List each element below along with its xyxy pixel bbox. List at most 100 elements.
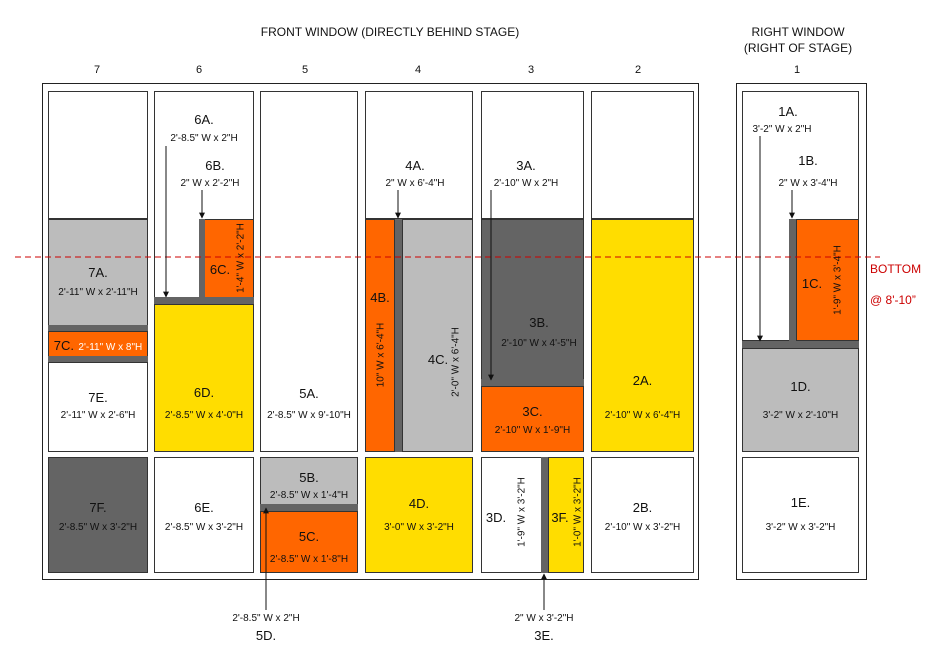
panel-6c-dim: 1'-4" W x 2'-2"H xyxy=(235,223,247,293)
column-number-6: 6 xyxy=(195,64,203,76)
panel-3d-dim: 1'-9" W x 3'-2"H xyxy=(516,477,528,547)
panel-3b xyxy=(481,219,584,380)
panel-7e-id: 7E. xyxy=(88,390,108,405)
panel-3e-dim: 2" W x 3'-2"H xyxy=(514,613,574,624)
panel-7c-label: 7C. 2'-11" W x 8"H xyxy=(48,337,148,355)
panel-5a xyxy=(260,91,358,452)
panel-3c-dim: 2'-10" W x 1'-9"H xyxy=(494,425,571,436)
panel-6c-id: 6C. xyxy=(209,262,231,277)
column-number-4: 4 xyxy=(414,64,422,76)
mullion-6b xyxy=(199,219,205,299)
panel-2-top-blank xyxy=(591,91,694,219)
right-window-frame xyxy=(736,83,867,580)
panel-1a-id: 1A. xyxy=(778,104,798,119)
panel-7f-dim: 2'-8.5" W x 3'-2"H xyxy=(58,522,138,533)
panel-7c-dim: 2'-11" W x 8"H xyxy=(78,342,143,353)
panel-7a-dim: 2'-11" W x 2'-11"H xyxy=(58,287,138,298)
panel-7a xyxy=(48,219,148,326)
panel-6a-id: 6A. xyxy=(194,112,214,127)
panel-6d-dim: 2'-8.5" W x 4'-0"H xyxy=(164,410,244,421)
mullion-7-lower xyxy=(48,356,148,362)
column-number-5: 5 xyxy=(301,64,309,76)
mullion-1a xyxy=(742,341,859,348)
panel-7a-id: 7A. xyxy=(88,265,108,280)
panel-6d xyxy=(154,304,254,452)
panel-4b-dim: 10" W x 6'-4"H xyxy=(375,322,387,388)
panel-5d-id: 5D. xyxy=(255,628,277,643)
panel-1c-dim: 1'-9" W x 3'-4"H xyxy=(832,245,844,315)
mullion-5d xyxy=(260,504,358,511)
front-window-title: FRONT WINDOW (DIRECTLY BEHIND STAGE) xyxy=(260,25,520,39)
panel-1d-id: 1D. xyxy=(790,379,811,394)
panel-4d-id: 4D. xyxy=(408,496,430,511)
panel-7f xyxy=(48,457,148,573)
panel-4c-dim: 2'-0" W x 6'-4"H xyxy=(450,327,462,397)
column-number-2: 2 xyxy=(634,64,642,76)
panel-7e xyxy=(48,362,148,452)
panel-2a-dim: 2'-10" W x 6'-4"H xyxy=(604,410,681,421)
panel-2a xyxy=(591,219,694,452)
panel-6d-id: 6D. xyxy=(193,385,215,400)
panel-1b-dim: 2" W x 3'-4"H xyxy=(778,178,838,189)
panel-7e-dim: 2'-11" W x 2'-6"H xyxy=(60,410,136,421)
bottom-height-label: @ 8'-10” xyxy=(870,293,916,307)
front-window-frame xyxy=(42,83,699,580)
panel-3c-id: 3C. xyxy=(522,404,543,419)
panel-2b-dim: 2'-10" W x 3'-2"H xyxy=(604,522,681,533)
panel-5c-dim: 2'-8.5" W x 1'-8"H xyxy=(269,554,349,565)
panel-1d xyxy=(742,348,859,452)
panel-2b-id: 2B. xyxy=(632,500,653,515)
panel-6e-dim: 2'-8.5" W x 3'-2"H xyxy=(164,522,244,533)
panel-5b xyxy=(260,457,358,505)
panel-1e xyxy=(742,457,859,573)
panel-4c xyxy=(402,219,473,452)
panel-5c xyxy=(260,511,358,573)
mullion-6a xyxy=(154,297,254,304)
panel-3c xyxy=(481,386,584,452)
panel-1e-id: 1E. xyxy=(790,495,811,510)
panel-4b-id: 4B. xyxy=(370,290,390,305)
mullion-7-upper xyxy=(48,325,148,331)
panel-1d-dim: 3'-2" W x 2'-10"H xyxy=(762,410,839,421)
panel-3b-id: 3B. xyxy=(529,315,549,330)
panel-4d-dim: 3'-0" W x 3'-2"H xyxy=(384,522,454,533)
panel-1b-id: 1B. xyxy=(798,153,818,168)
panel-7-top-blank xyxy=(48,91,148,219)
panel-3f-id: 3F. xyxy=(551,510,569,525)
panel-5d-dim: 2'-8.5" W x 2"H xyxy=(232,613,300,624)
right-window-title-line1: RIGHT WINDOW xyxy=(751,25,845,39)
panel-4a-id: 4A. xyxy=(405,158,425,173)
panel-4b xyxy=(365,219,395,452)
panel-5b-id: 5B. xyxy=(299,470,319,485)
panel-4c-id: 4C. xyxy=(427,352,449,367)
panel-6e-id: 6E. xyxy=(194,500,214,515)
panel-3d-id: 3D. xyxy=(485,510,507,525)
mullion-4a xyxy=(395,219,402,452)
panel-4a-dim: 2" W x 6'-4"H xyxy=(385,178,445,189)
panel-2a-id: 2A. xyxy=(632,373,653,388)
panel-3e-id: 3E. xyxy=(534,628,554,643)
panel-7f-id: 7F. xyxy=(89,500,107,515)
panel-5c-id: 5C. xyxy=(298,529,320,544)
panel-1e-dim: 3'-2" W x 3'-2"H xyxy=(765,522,836,533)
column-number-3: 3 xyxy=(527,64,535,76)
panel-5a-id: 5A. xyxy=(299,386,319,401)
panel-2b xyxy=(591,457,694,573)
column-number-7: 7 xyxy=(93,64,101,76)
panel-6b-id: 6B. xyxy=(205,158,225,173)
panel-5b-dim: 2'-8.5" W x 1'-4"H xyxy=(269,490,349,501)
panel-3b-dim: 2'-10" W x 4'-5"H xyxy=(501,338,577,349)
panel-3a-dim: 2'-10" W x 2"H xyxy=(493,178,559,189)
panel-1a-dim: 3'-2" W x 2"H xyxy=(752,124,812,135)
panel-4-top-blank xyxy=(365,91,473,219)
mullion-3a xyxy=(481,379,584,386)
mullion-3e xyxy=(541,457,548,573)
panel-3-top-blank xyxy=(481,91,584,219)
right-window-title-line2: (RIGHT OF STAGE) xyxy=(743,41,853,55)
panel-3a-id: 3A. xyxy=(516,158,536,173)
panel-5a-dim: 2'-8.5" W x 9'-10"H xyxy=(267,410,351,421)
panel-6e xyxy=(154,457,254,573)
bottom-label: BOTTOM xyxy=(870,262,922,276)
panel-1c-id: 1C. xyxy=(801,276,823,291)
panel-6a-dim: 2'-8.5" W x 2"H xyxy=(170,133,238,144)
